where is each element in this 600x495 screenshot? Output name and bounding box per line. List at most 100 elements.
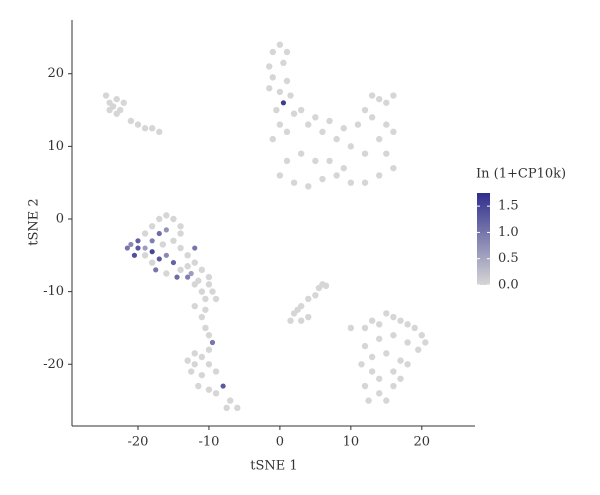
cell-point xyxy=(422,339,429,346)
cell-point xyxy=(202,306,209,313)
cell-point xyxy=(212,295,220,303)
cell-point xyxy=(212,368,220,375)
cell-point xyxy=(305,183,312,190)
cell-point xyxy=(205,332,213,339)
cell-point xyxy=(287,317,294,324)
cell-point xyxy=(361,150,369,157)
y-tick-label: 0 xyxy=(56,212,64,227)
colorbar-tick-label: 0.5 xyxy=(498,251,519,266)
cell-point xyxy=(312,292,319,299)
cell-point xyxy=(273,106,280,114)
cell-point xyxy=(383,310,390,317)
cell-point xyxy=(418,332,425,339)
cell-point xyxy=(153,267,159,273)
cell-point xyxy=(283,77,291,85)
cell-point xyxy=(361,179,369,186)
cell-point xyxy=(184,252,191,259)
cell-point xyxy=(170,215,177,223)
cell-point xyxy=(383,150,390,157)
cell-point xyxy=(192,245,198,251)
colorbar-tick-label: 1.0 xyxy=(498,225,519,240)
cell-point xyxy=(269,48,276,56)
cell-point xyxy=(185,274,191,280)
x-tick-label: -20 xyxy=(128,435,149,450)
cell-point xyxy=(141,252,149,259)
cell-point xyxy=(220,383,226,389)
cell-point xyxy=(148,223,156,230)
cell-point xyxy=(276,172,284,179)
cell-point xyxy=(128,241,134,248)
cell-point xyxy=(305,121,312,128)
cell-point xyxy=(347,143,355,150)
cell-point xyxy=(148,125,156,132)
cell-point xyxy=(269,74,276,81)
cell-point xyxy=(198,371,206,379)
cell-point xyxy=(135,238,141,244)
cell-point xyxy=(113,110,120,117)
cell-point xyxy=(390,164,397,172)
cell-point xyxy=(365,397,372,404)
cell-point xyxy=(205,361,213,368)
cell-point xyxy=(280,59,287,67)
cell-point xyxy=(209,288,216,295)
cell-point xyxy=(177,244,184,252)
y-tick-label: 20 xyxy=(47,66,64,81)
cell-point xyxy=(159,241,167,248)
cell-point xyxy=(322,282,330,290)
cell-point xyxy=(340,125,347,132)
cell-point xyxy=(198,353,206,361)
cell-point xyxy=(354,121,362,128)
cell-point xyxy=(198,313,206,321)
cell-point xyxy=(163,227,169,233)
cell-point xyxy=(124,245,130,251)
cell-point xyxy=(212,390,220,397)
x-tick-label: -10 xyxy=(198,435,219,450)
cell-point xyxy=(202,324,209,332)
cell-point xyxy=(376,390,383,397)
cell-point xyxy=(368,368,376,375)
cell-point xyxy=(205,273,213,281)
cell-point xyxy=(141,125,149,132)
cell-point xyxy=(340,164,347,172)
cell-point xyxy=(376,375,383,382)
cell-point xyxy=(390,92,397,99)
cell-point xyxy=(163,212,170,219)
cell-point xyxy=(202,295,209,303)
cell-point xyxy=(156,215,163,223)
cell-point xyxy=(276,121,284,128)
cell-point xyxy=(361,342,369,350)
cell-point xyxy=(333,172,340,179)
cell-point xyxy=(127,117,135,125)
cell-point xyxy=(184,357,191,364)
cell-point xyxy=(198,266,206,274)
cell-point xyxy=(187,368,195,375)
cell-point xyxy=(149,238,155,244)
cell-point xyxy=(326,117,333,125)
cell-point xyxy=(198,288,206,295)
cell-point xyxy=(326,157,333,165)
cell-point xyxy=(376,335,383,343)
cell-point xyxy=(280,100,287,106)
cell-point xyxy=(358,361,365,368)
cell-point xyxy=(188,270,194,277)
cell-point xyxy=(404,339,411,346)
cell-point xyxy=(195,382,202,390)
cell-point xyxy=(383,350,390,357)
cell-point xyxy=(177,266,184,274)
cell-point xyxy=(205,386,213,393)
cell-point xyxy=(383,99,390,106)
cell-point xyxy=(347,179,355,186)
cell-point xyxy=(376,135,383,143)
cell-point xyxy=(411,324,418,332)
cell-point xyxy=(283,128,291,136)
cell-point xyxy=(120,99,127,106)
cell-point xyxy=(156,256,162,262)
cell-point xyxy=(170,259,177,266)
cell-point xyxy=(312,114,319,121)
colorbar-title: In (1+CP10k) xyxy=(476,167,566,182)
cell-point xyxy=(234,404,241,412)
cell-point xyxy=(113,95,120,103)
colorbar-tick-label: 1.5 xyxy=(498,199,519,214)
colorbar-tick-label: 0.0 xyxy=(498,278,519,293)
